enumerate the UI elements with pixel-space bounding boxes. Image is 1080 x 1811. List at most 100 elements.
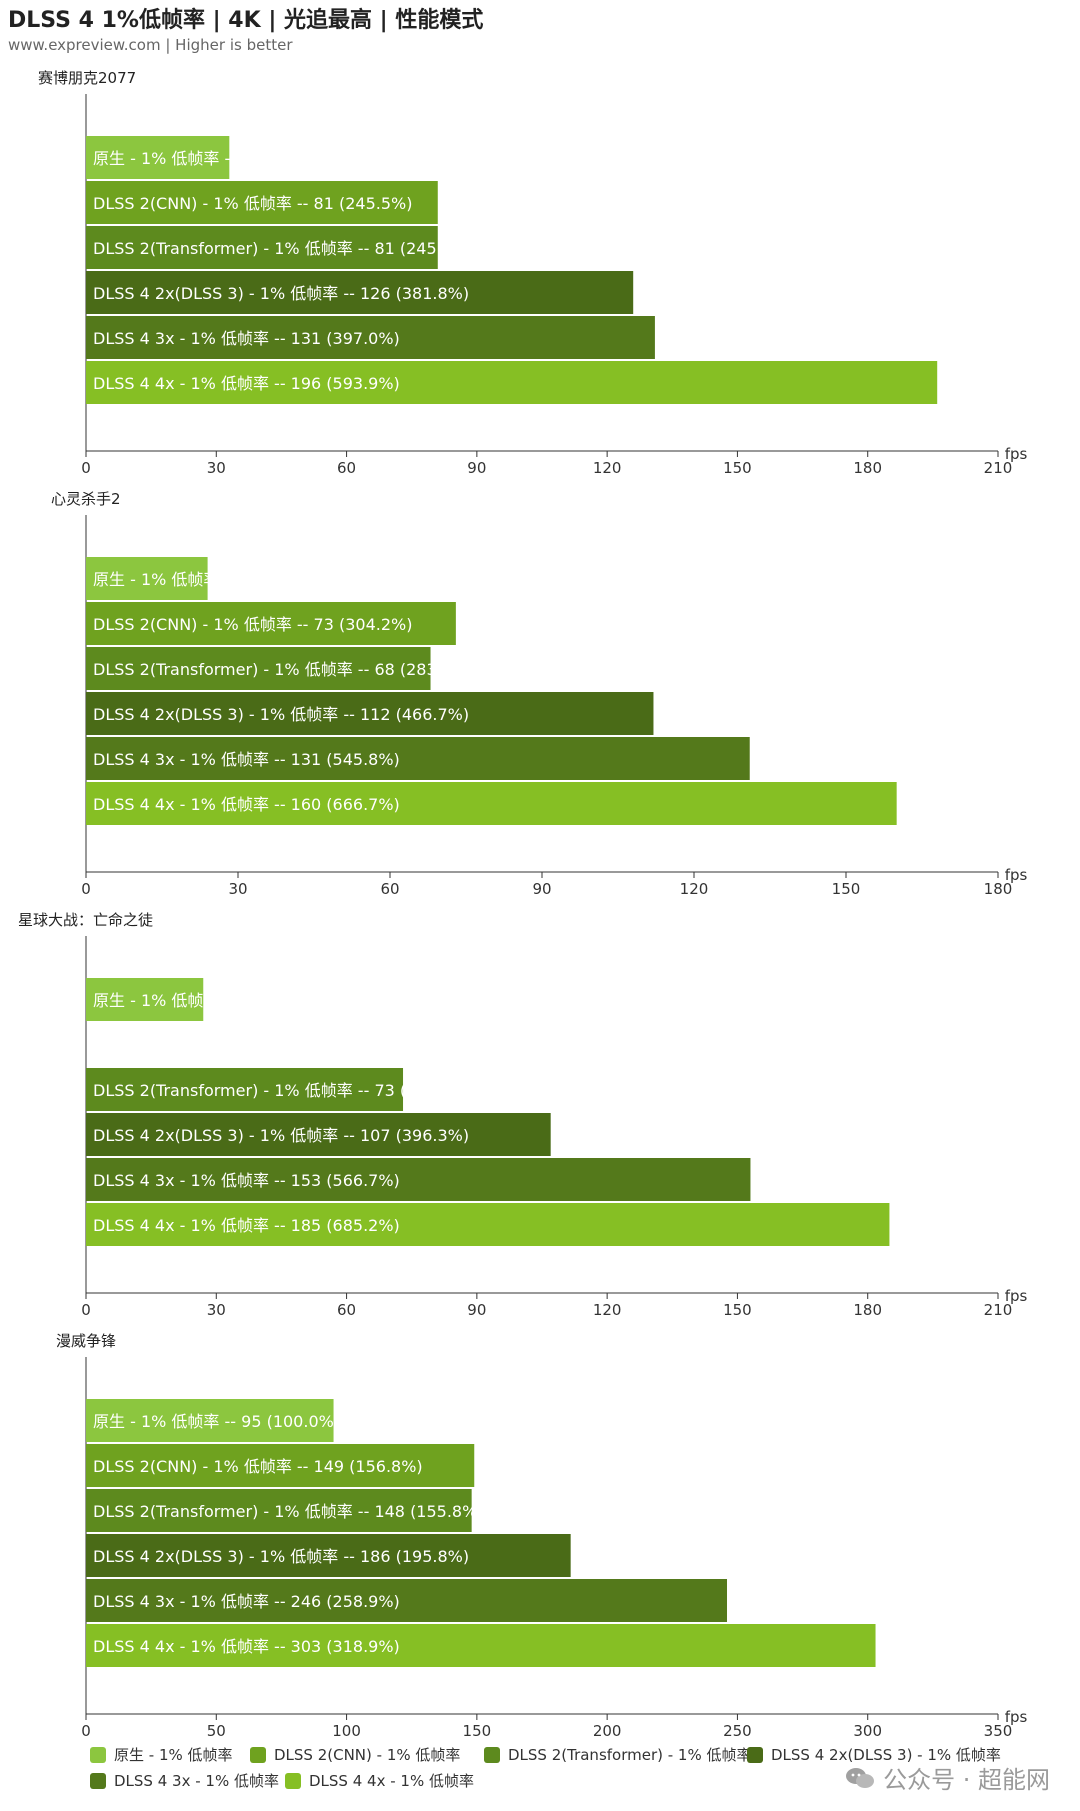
bar-label: DLSS 2(Transformer) - 1% 低帧率 -- 68 (283.… <box>93 660 473 679</box>
x-tick-label: 100 <box>332 1722 361 1740</box>
x-tick-label: 150 <box>723 1301 752 1319</box>
bar <box>86 1579 728 1622</box>
bar <box>86 737 750 780</box>
x-tick-label: 0 <box>81 459 91 477</box>
bar-label: DLSS 4 2x(DLSS 3) - 1% 低帧率 -- 107 (396.3… <box>93 1126 469 1145</box>
bar <box>86 1203 890 1246</box>
bar-label: DLSS 2(CNN) - 1% 低帧率 -- 149 (156.8%) <box>93 1457 423 1476</box>
x-tick-label: 150 <box>832 880 861 898</box>
bar-label: DLSS 4 3x - 1% 低帧率 -- 246 (258.9%) <box>93 1592 400 1611</box>
bar-label: DLSS 4 2x(DLSS 3) - 1% 低帧率 -- 112 (466.7… <box>93 705 469 724</box>
bar-label: DLSS 2(Transformer) - 1% 低帧率 -- 73 (270.… <box>93 1081 473 1100</box>
watermark-text: 公众号 · 超能网 <box>883 1766 1050 1794</box>
x-axis-unit-label: fps <box>1005 1287 1028 1305</box>
bar <box>86 316 655 359</box>
x-axis-unit-label: fps <box>1005 445 1028 463</box>
bar-label: DLSS 4 4x - 1% 低帧率 -- 303 (318.9%) <box>93 1637 400 1656</box>
x-tick-label: 150 <box>723 459 752 477</box>
bar <box>86 692 654 735</box>
bar <box>86 1489 472 1532</box>
x-tick-label: 30 <box>207 1301 226 1319</box>
bar-label: DLSS 4 3x - 1% 低帧率 -- 153 (566.7%) <box>93 1171 400 1190</box>
x-tick-label: 60 <box>380 880 399 898</box>
wechat-icon <box>846 1767 875 1788</box>
x-tick-label: 30 <box>207 459 226 477</box>
x-tick-label: 90 <box>467 459 486 477</box>
bar-label: DLSS 4 4x - 1% 低帧率 -- 185 (685.2%) <box>93 1216 400 1235</box>
x-tick-label: 300 <box>853 1722 882 1740</box>
bar <box>86 1113 551 1156</box>
bar-label: DLSS 2(CNN) - 1% 低帧率 -- 81 (245.5%) <box>93 194 412 213</box>
watermark: 公众号 · 超能网 <box>845 1760 1050 1795</box>
x-tick-label: 120 <box>680 880 709 898</box>
legend-item: 原生 - 1% 低帧率 <box>90 1744 233 1765</box>
legend-label: DLSS 4 3x - 1% 低帧率 <box>114 1772 279 1790</box>
x-tick-label: 90 <box>532 880 551 898</box>
bar <box>86 557 208 600</box>
bar-label: DLSS 4 4x - 1% 低帧率 -- 196 (593.9%) <box>93 374 400 393</box>
legend-item: DLSS 2(CNN) - 1% 低帧率 <box>250 1744 460 1765</box>
bar-label: DLSS 4 3x - 1% 低帧率 -- 131 (397.0%) <box>93 329 400 348</box>
bar-label: DLSS 2(Transformer) - 1% 低帧率 -- 148 (155… <box>93 1502 484 1521</box>
x-tick-label: 180 <box>984 880 1013 898</box>
x-tick-label: 200 <box>593 1722 622 1740</box>
x-tick-label: 50 <box>207 1722 226 1740</box>
x-tick-label: 210 <box>984 459 1013 477</box>
legend-swatch <box>250 1746 266 1763</box>
bar <box>86 1444 475 1487</box>
bar-label: DLSS 4 2x(DLSS 3) - 1% 低帧率 -- 126 (381.8… <box>93 284 469 303</box>
legend-swatch <box>747 1746 763 1763</box>
legend-label: DLSS 2(CNN) - 1% 低帧率 <box>274 1746 461 1764</box>
panel-title: 赛博朋克2077 <box>38 69 136 87</box>
x-tick-label: 90 <box>467 1301 486 1319</box>
bar <box>86 361 938 404</box>
x-tick-label: 0 <box>81 880 91 898</box>
panel-title: 星球大战：亡命之徒 <box>18 911 153 929</box>
legend-item: DLSS 4 4x - 1% 低帧率 <box>285 1770 474 1791</box>
legend-label: DLSS 4 2x(DLSS 3) - 1% 低帧率 <box>771 1746 1001 1764</box>
panel-title: 漫威争锋 <box>56 1332 116 1350</box>
bar <box>86 1068 404 1111</box>
bar <box>86 226 438 269</box>
panel-title: 心灵杀手2 <box>51 490 121 508</box>
x-tick-label: 120 <box>593 459 622 477</box>
bar-label: DLSS 4 2x(DLSS 3) - 1% 低帧率 -- 186 (195.8… <box>93 1547 469 1566</box>
x-tick-label: 0 <box>81 1301 91 1319</box>
legend-label: DLSS 2(Transformer) - 1% 低帧率 <box>508 1746 752 1764</box>
bar <box>86 1158 751 1201</box>
bar-label: DLSS 2(Transformer) - 1% 低帧率 -- 81 (245.… <box>93 239 473 258</box>
bar <box>86 647 431 690</box>
x-tick-label: 250 <box>723 1722 752 1740</box>
bar <box>86 602 456 645</box>
legend-label: 原生 - 1% 低帧率 <box>114 1746 233 1764</box>
x-tick-label: 180 <box>853 1301 882 1319</box>
x-axis-unit-label: fps <box>1005 1708 1028 1726</box>
bar-label: 原生 - 1% 低帧率 -- 24 (100.0%) <box>93 570 340 589</box>
legend-item: DLSS 4 2x(DLSS 3) - 1% 低帧率 <box>747 1744 1001 1765</box>
x-axis-unit-label: fps <box>1005 866 1028 884</box>
bar <box>86 271 634 314</box>
x-tick-label: 180 <box>853 459 882 477</box>
x-tick-label: 150 <box>463 1722 492 1740</box>
x-tick-label: 120 <box>593 1301 622 1319</box>
legend-swatch <box>484 1746 500 1763</box>
bar-label: DLSS 2(CNN) - 1% 低帧率 -- 73 (304.2%) <box>93 615 412 634</box>
bar-label: 原生 - 1% 低帧率 -- 33 (100.0%) <box>93 149 340 168</box>
bar <box>86 782 897 825</box>
legend-item: DLSS 2(Transformer) - 1% 低帧率 <box>484 1744 752 1765</box>
bar-label: 原生 - 1% 低帧率 -- 27 (100.0%) <box>93 991 340 1010</box>
x-tick-label: 210 <box>984 1301 1013 1319</box>
bar-label: DLSS 4 3x - 1% 低帧率 -- 131 (545.8%) <box>93 750 400 769</box>
bar-label: 原生 - 1% 低帧率 -- 95 (100.0%) <box>93 1412 340 1431</box>
x-tick-label: 60 <box>337 1301 356 1319</box>
bar-label: DLSS 4 4x - 1% 低帧率 -- 160 (666.7%) <box>93 795 400 814</box>
legend-item: DLSS 4 3x - 1% 低帧率 <box>90 1770 279 1791</box>
bar <box>86 1399 334 1442</box>
bar <box>86 1624 876 1667</box>
legend-swatch <box>90 1746 106 1763</box>
x-tick-label: 0 <box>81 1722 91 1740</box>
chart-title: DLSS 4 1%低帧率 | 4K | 光追最高 | 性能模式 <box>8 8 484 33</box>
